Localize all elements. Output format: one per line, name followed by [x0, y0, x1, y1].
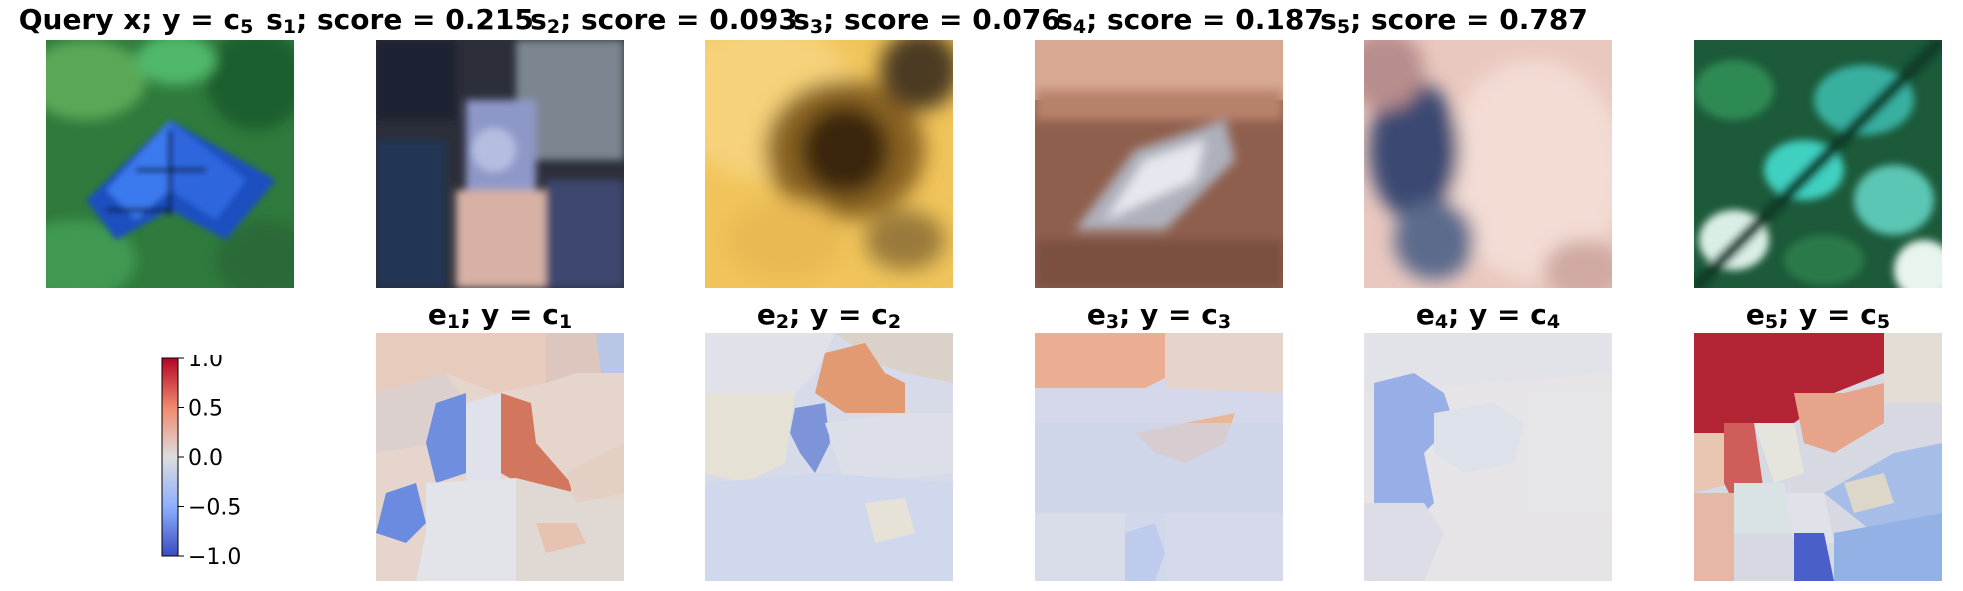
s4-image	[1364, 40, 1612, 288]
colorbar-tick-label: 0.5	[188, 397, 223, 422]
e4-heatmap	[1364, 333, 1612, 581]
s2-image	[705, 40, 953, 288]
colorbar-tick-label: 0.0	[188, 446, 223, 471]
title-e2: e2; y = c2	[756, 298, 902, 333]
s1-image	[376, 40, 624, 288]
title-e1: e1; y = c1	[427, 298, 573, 333]
colorbar-gradient	[161, 357, 179, 557]
e3-heatmap	[1035, 333, 1283, 581]
title-e3: e3; y = c3	[1086, 298, 1232, 333]
s3-image	[1035, 40, 1283, 288]
title-s5: s5; score = 0.787	[1320, 3, 1588, 38]
s5-image	[1694, 40, 1942, 288]
title-s4: s4; score = 0.187	[1056, 3, 1324, 38]
title-s1: s1; score = 0.215	[266, 3, 534, 38]
colorbar-tick-label: 1.0	[188, 355, 223, 372]
title-query: Query x; y = c5	[18, 3, 254, 38]
title-e4: e4; y = c4	[1415, 298, 1561, 333]
query-image	[46, 40, 294, 288]
colorbar-tick-label: −1.0	[188, 545, 241, 570]
colorbar-svg: 1.0 0.5 0.0 −0.5 −1.0	[161, 347, 241, 570]
colorbar-tick-label: −0.5	[188, 496, 241, 521]
colorbar: 1.0 0.5 0.0 −0.5 −1.0	[159, 347, 279, 574]
title-s3: s3; score = 0.076	[793, 3, 1061, 38]
title-s2: s2; score = 0.093	[530, 3, 798, 38]
e1-heatmap	[376, 333, 624, 581]
title-e5: e5; y = c5	[1745, 298, 1891, 333]
e5-heatmap	[1694, 333, 1942, 581]
e2-heatmap	[705, 333, 953, 581]
